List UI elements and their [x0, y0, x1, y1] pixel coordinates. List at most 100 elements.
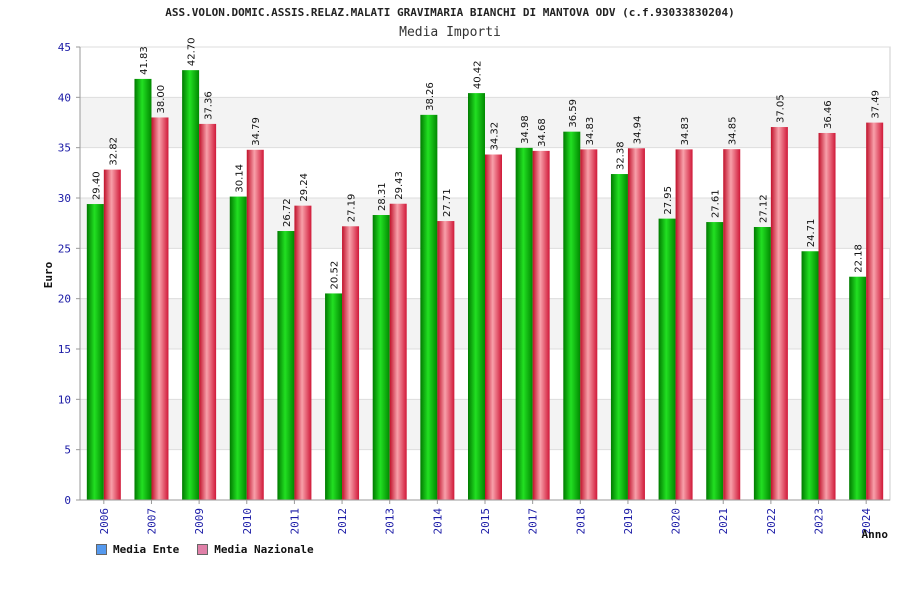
- bar-media-ente: [420, 114, 438, 500]
- x-tick-label: 2010: [241, 508, 254, 535]
- x-tick-label: 2021: [717, 508, 730, 535]
- data-label-media-nazionale: 34.32: [490, 122, 501, 151]
- data-label-media-nazionale: 27.19: [347, 194, 358, 223]
- bar-media-ente: [753, 226, 771, 500]
- x-tick-label: 2014: [431, 508, 444, 535]
- bar-media-nazionale: [151, 117, 169, 500]
- data-label-media-nazionale: 34.94: [632, 116, 643, 145]
- bar-media-nazionale: [627, 148, 645, 500]
- data-label-media-ente: 22.18: [854, 244, 865, 273]
- bar-media-ente: [658, 218, 676, 501]
- x-tick-label: 2011: [288, 508, 301, 535]
- bar-media-nazionale: [770, 127, 788, 500]
- legend-item-media-ente: Media Ente: [96, 543, 179, 556]
- legend-swatch: [96, 544, 107, 555]
- y-tick-label: 15: [58, 343, 71, 356]
- data-label-media-nazionale: 34.83: [585, 117, 596, 146]
- data-label-media-ente: 38.26: [425, 82, 436, 111]
- y-axis-label: Euro: [42, 261, 55, 288]
- x-tick-label: 2018: [574, 508, 587, 535]
- data-label-media-ente: 29.40: [91, 171, 102, 200]
- chart-title: ASS.VOLON.DOMIC.ASSIS.RELAZ.MALATI GRAVI…: [165, 6, 735, 19]
- data-label-media-nazionale: 37.36: [204, 91, 215, 120]
- y-tick-label: 25: [58, 242, 71, 255]
- bar-media-nazionale: [723, 149, 741, 500]
- y-tick-label: 40: [58, 91, 71, 104]
- bar-media-nazionale: [532, 150, 550, 500]
- y-tick-label: 20: [58, 293, 71, 306]
- legend: Media Ente Media Nazionale: [96, 543, 314, 556]
- y-tick-label: 45: [58, 41, 71, 54]
- x-tick-label: 2009: [193, 508, 206, 535]
- bar-media-ente: [515, 147, 533, 501]
- y-tick-label: 10: [58, 393, 71, 406]
- data-label-media-ente: 30.14: [234, 164, 245, 193]
- data-label-media-nazionale: 29.43: [394, 171, 405, 200]
- data-label-media-ente: 40.42: [473, 60, 484, 89]
- data-label-media-nazionale: 34.83: [680, 117, 691, 146]
- bar-media-nazionale: [485, 154, 502, 500]
- data-label-media-ente: 41.83: [139, 46, 150, 75]
- bar-media-nazionale: [246, 149, 264, 500]
- x-tick-label: 2007: [145, 508, 158, 535]
- y-tick-label: 35: [58, 142, 71, 155]
- bar-media-ente: [325, 293, 343, 500]
- x-tick-label: 2015: [479, 508, 492, 535]
- data-label-media-ente: 27.95: [663, 186, 674, 215]
- data-label-media-nazionale: 32.82: [108, 137, 119, 166]
- data-label-media-ente: 42.70: [187, 38, 198, 67]
- data-label-media-ente: 20.52: [330, 261, 341, 290]
- bar-media-nazionale: [437, 221, 455, 500]
- bar-media-nazionale: [342, 226, 360, 500]
- data-label-media-ente: 36.59: [568, 99, 579, 128]
- data-label-media-ente: 24.71: [806, 219, 817, 248]
- data-label-media-ente: 27.61: [711, 189, 722, 218]
- data-labels: 29.40 32.82 41.83 38.00 42.70 37.36 30.14 34.79…: [91, 38, 881, 290]
- data-label-media-nazionale: 34.79: [251, 117, 262, 146]
- data-label-media-nazionale: 34.68: [537, 118, 548, 147]
- bar-media-nazionale: [818, 132, 836, 500]
- y-tick-label: 0: [64, 494, 71, 507]
- x-tick-label: 2024: [860, 508, 873, 535]
- bar-media-ente: [229, 196, 247, 500]
- bar-media-nazionale: [103, 169, 121, 500]
- x-tick-label: 2020: [670, 508, 683, 535]
- bar-media-nazionale: [294, 205, 312, 500]
- bar-media-ente: [134, 78, 152, 501]
- data-label-media-ente: 32.38: [615, 141, 626, 170]
- data-label-media-nazionale: 29.24: [299, 173, 310, 202]
- bar-media-ente: [277, 231, 295, 500]
- data-label-media-nazionale: 38.00: [156, 85, 167, 114]
- bar-media-nazionale: [389, 203, 407, 500]
- legend-label: Media Ente: [113, 543, 180, 556]
- y-axis: 0 5 10 15 20 25 30 35 40 45: [58, 41, 81, 507]
- bar-media-ente: [468, 93, 485, 500]
- bar-media-ente: [563, 131, 581, 501]
- chart-subtitle: Media Importi: [399, 25, 501, 40]
- legend-swatch: [197, 544, 209, 555]
- bar-media-ente: [801, 251, 819, 500]
- data-label-media-nazionale: 37.05: [775, 94, 786, 123]
- bar-media-nazionale: [580, 149, 598, 501]
- data-label-media-nazionale: 27.71: [442, 188, 453, 217]
- x-tick-label: 2023: [813, 508, 826, 535]
- data-label-media-ente: 26.72: [282, 198, 293, 227]
- bars: [86, 70, 884, 501]
- x-tick-label: 2019: [622, 508, 635, 535]
- bar-media-ente: [182, 70, 200, 501]
- x-tick-label: 2022: [765, 508, 778, 535]
- bar-media-ente: [706, 222, 724, 500]
- x-tick-label: 2006: [98, 508, 111, 535]
- y-tick-label: 30: [58, 192, 71, 205]
- x-axis: 2006 2007 2009 2010 2011 2012 2013 2014 2015 2017…: [80, 499, 890, 535]
- x-axis-label: Anno: [862, 528, 889, 541]
- data-label-media-nazionale: 37.49: [871, 90, 882, 119]
- data-label-media-ente: 34.98: [520, 115, 531, 144]
- x-tick-label: 2017: [527, 508, 540, 535]
- legend-label: Media Nazionale: [214, 543, 314, 556]
- bar-media-nazionale: [199, 123, 217, 500]
- data-label-media-ente: 27.12: [758, 194, 769, 223]
- bar-media-nazionale: [675, 149, 693, 501]
